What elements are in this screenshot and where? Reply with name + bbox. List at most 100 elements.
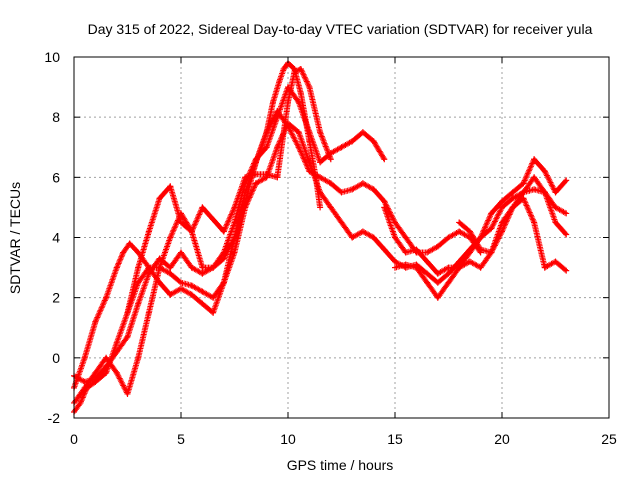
data-point [210,294,217,301]
data-point [392,258,398,265]
data-point [81,378,88,385]
data-point [113,264,120,271]
data-point [520,180,527,187]
data-point [424,270,431,277]
data-point [178,249,184,256]
data-point [531,174,538,181]
data-point [126,240,133,247]
data-point [297,90,304,97]
data-point [520,189,527,196]
data-point [156,255,163,262]
data-point [242,204,249,211]
data-point [456,228,463,235]
x-tick-label: 10 [280,431,296,447]
data-point [541,264,548,271]
data-point [124,390,131,397]
data-point [531,186,538,193]
data-point [392,219,398,226]
data-point [392,264,398,271]
y-tick-label: 8 [52,109,60,125]
data-point [445,279,452,286]
data-point [306,129,313,136]
data-point [167,183,174,190]
data-point [199,270,206,277]
data-point [317,174,324,181]
data-point [295,99,302,106]
x-tick-label: 15 [387,431,403,447]
data-point [81,354,88,361]
data-point [188,264,195,271]
data-point [413,264,420,271]
data-point [434,294,441,301]
data-point [552,258,559,265]
data-point [297,66,304,73]
data-point [456,219,463,226]
data-point [370,186,377,193]
y-tick-label: 0 [52,350,60,366]
data-point [552,204,559,211]
data-point [424,258,431,265]
data-point [81,384,88,391]
y-tick-label: 6 [52,169,60,185]
data-point [135,354,142,361]
data-point [477,246,484,253]
data-point [434,243,441,250]
data-point [103,354,110,361]
data-point [270,99,277,106]
data-point [381,204,388,211]
data-point [199,288,206,295]
data-point [477,264,484,271]
data-point [285,120,291,127]
data-point [178,219,184,226]
data-point [499,198,505,205]
data-point [327,150,334,157]
data-point [317,129,324,136]
data-point [563,267,570,274]
data-point [488,210,495,217]
data-point [263,174,270,181]
x-tick-label: 25 [601,431,617,447]
data-point [520,195,527,202]
y-tick-label: 2 [52,290,60,306]
data-point [274,144,281,151]
data-point [274,174,281,181]
data-point [124,309,131,316]
data-point [509,189,516,196]
data-point [327,156,334,163]
data-point [188,291,195,298]
data-point [488,249,495,256]
data-point [563,231,570,238]
x-axis-label: GPS time / hours [287,457,394,473]
data-point [156,264,163,271]
series-track-8 [456,195,570,274]
data-point [402,261,409,268]
data-point [252,159,259,166]
data-point [285,84,291,91]
data-point [113,339,120,346]
data-point [199,204,206,211]
data-point [477,234,484,241]
data-point [199,300,206,307]
y-tick-label: 10 [44,49,60,65]
data-point [92,318,99,325]
data-point [295,129,302,136]
data-point [541,189,548,196]
data-point [178,279,184,286]
data-point [424,249,431,256]
data-point [466,249,473,256]
data-point [413,246,420,253]
data-point [349,138,356,145]
data-point [220,279,227,286]
data-point [103,363,110,370]
y-tick-label: -2 [48,410,61,426]
data-point [338,219,345,226]
data-point [113,348,120,355]
data-point [77,399,84,406]
data-point [295,144,302,151]
data-point [445,234,452,241]
data-point [167,270,174,277]
data-point [359,228,366,235]
data-point [392,234,398,241]
data-point [338,144,345,151]
